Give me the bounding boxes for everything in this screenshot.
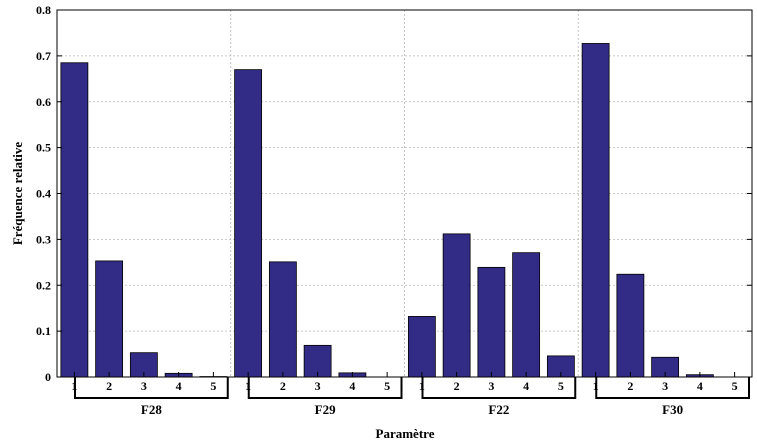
- bar-F29-1: [235, 70, 262, 377]
- y-tick-label: 0.8: [36, 3, 51, 17]
- bar-F22-3: [478, 267, 505, 377]
- x-tick-label: 2: [280, 379, 286, 393]
- y-tick-label: 0.4: [36, 187, 51, 201]
- y-tick-label: 0.3: [36, 232, 51, 246]
- group-label-F29: F29: [315, 402, 336, 417]
- group-bracket: [596, 377, 749, 398]
- x-tick-label: 5: [732, 379, 738, 393]
- x-tick-label: 4: [349, 379, 355, 393]
- group-label-F28: F28: [141, 402, 162, 417]
- y-tick-label: 0.5: [36, 141, 51, 155]
- x-tick-label: 2: [627, 379, 633, 393]
- bar-F28-2: [96, 261, 123, 377]
- bar-F30-1: [582, 43, 609, 377]
- y-tick-label: 0.6: [36, 95, 51, 109]
- x-tick-label: 3: [662, 379, 668, 393]
- bar-F22-2: [443, 234, 470, 377]
- bar-F22-1: [408, 316, 435, 377]
- x-tick-label: 3: [488, 379, 494, 393]
- y-tick-label: 0.7: [36, 49, 51, 63]
- x-tick-label: 2: [106, 379, 112, 393]
- bar-F22-4: [513, 253, 540, 377]
- bar-F28-1: [61, 63, 88, 377]
- y-tick-label: 0.1: [36, 324, 51, 338]
- y-tick-label: 0: [45, 370, 51, 384]
- x-tick-label: 4: [523, 379, 529, 393]
- y-tick-label: 0.2: [36, 278, 51, 292]
- x-tick-label: 5: [384, 379, 390, 393]
- bar-F30-2: [617, 274, 644, 377]
- bar-F29-2: [269, 262, 296, 377]
- group-label-F30: F30: [662, 402, 683, 417]
- x-tick-label: 4: [176, 379, 182, 393]
- bars: [61, 43, 714, 377]
- x-tick-label: 4: [697, 379, 703, 393]
- grid-lines: [57, 10, 752, 377]
- group-bracket: [75, 377, 228, 398]
- group-bracket: [423, 377, 576, 398]
- group-bracket: [249, 377, 402, 398]
- x-tick-label: 3: [315, 379, 321, 393]
- x-tick-label: 3: [141, 379, 147, 393]
- x-axis-label: Paramètre: [376, 426, 435, 441]
- group-label-F22: F22: [488, 402, 509, 417]
- x-tick-label: 5: [210, 379, 216, 393]
- x-tick-label: 5: [558, 379, 564, 393]
- x-tick-label: 2: [454, 379, 460, 393]
- y-axis-label: Fréquence relative: [10, 142, 25, 246]
